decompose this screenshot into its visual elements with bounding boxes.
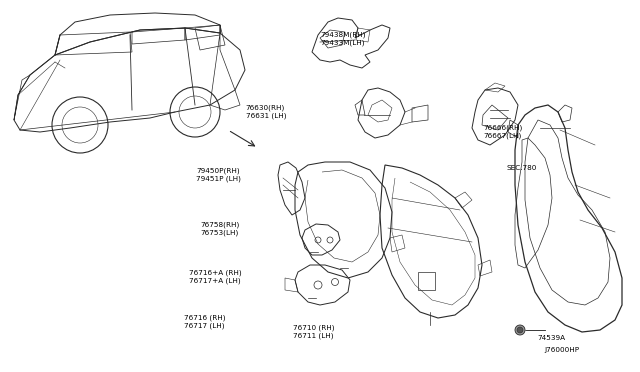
Text: 76630(RH)
76631 (LH): 76630(RH) 76631 (LH) (246, 105, 286, 119)
Text: J76000HP: J76000HP (544, 347, 579, 353)
Text: 74539A: 74539A (538, 335, 566, 341)
Text: 76716+A (RH)
76717+A (LH): 76716+A (RH) 76717+A (LH) (189, 270, 241, 284)
Text: 76758(RH)
76753(LH): 76758(RH) 76753(LH) (200, 222, 239, 236)
Text: 79450P(RH)
79451P (LH): 79450P(RH) 79451P (LH) (196, 168, 241, 182)
Circle shape (517, 327, 523, 333)
Text: 76716 (RH)
76717 (LH): 76716 (RH) 76717 (LH) (184, 315, 225, 329)
Text: 76710 (RH)
76711 (LH): 76710 (RH) 76711 (LH) (293, 325, 335, 339)
Text: 79438M(RH)
79433M(LH): 79438M(RH) 79433M(LH) (320, 32, 365, 46)
Circle shape (515, 325, 525, 335)
Text: 76666(RH)
76667(LH): 76666(RH) 76667(LH) (483, 125, 522, 139)
Text: SEC.780: SEC.780 (507, 165, 537, 171)
